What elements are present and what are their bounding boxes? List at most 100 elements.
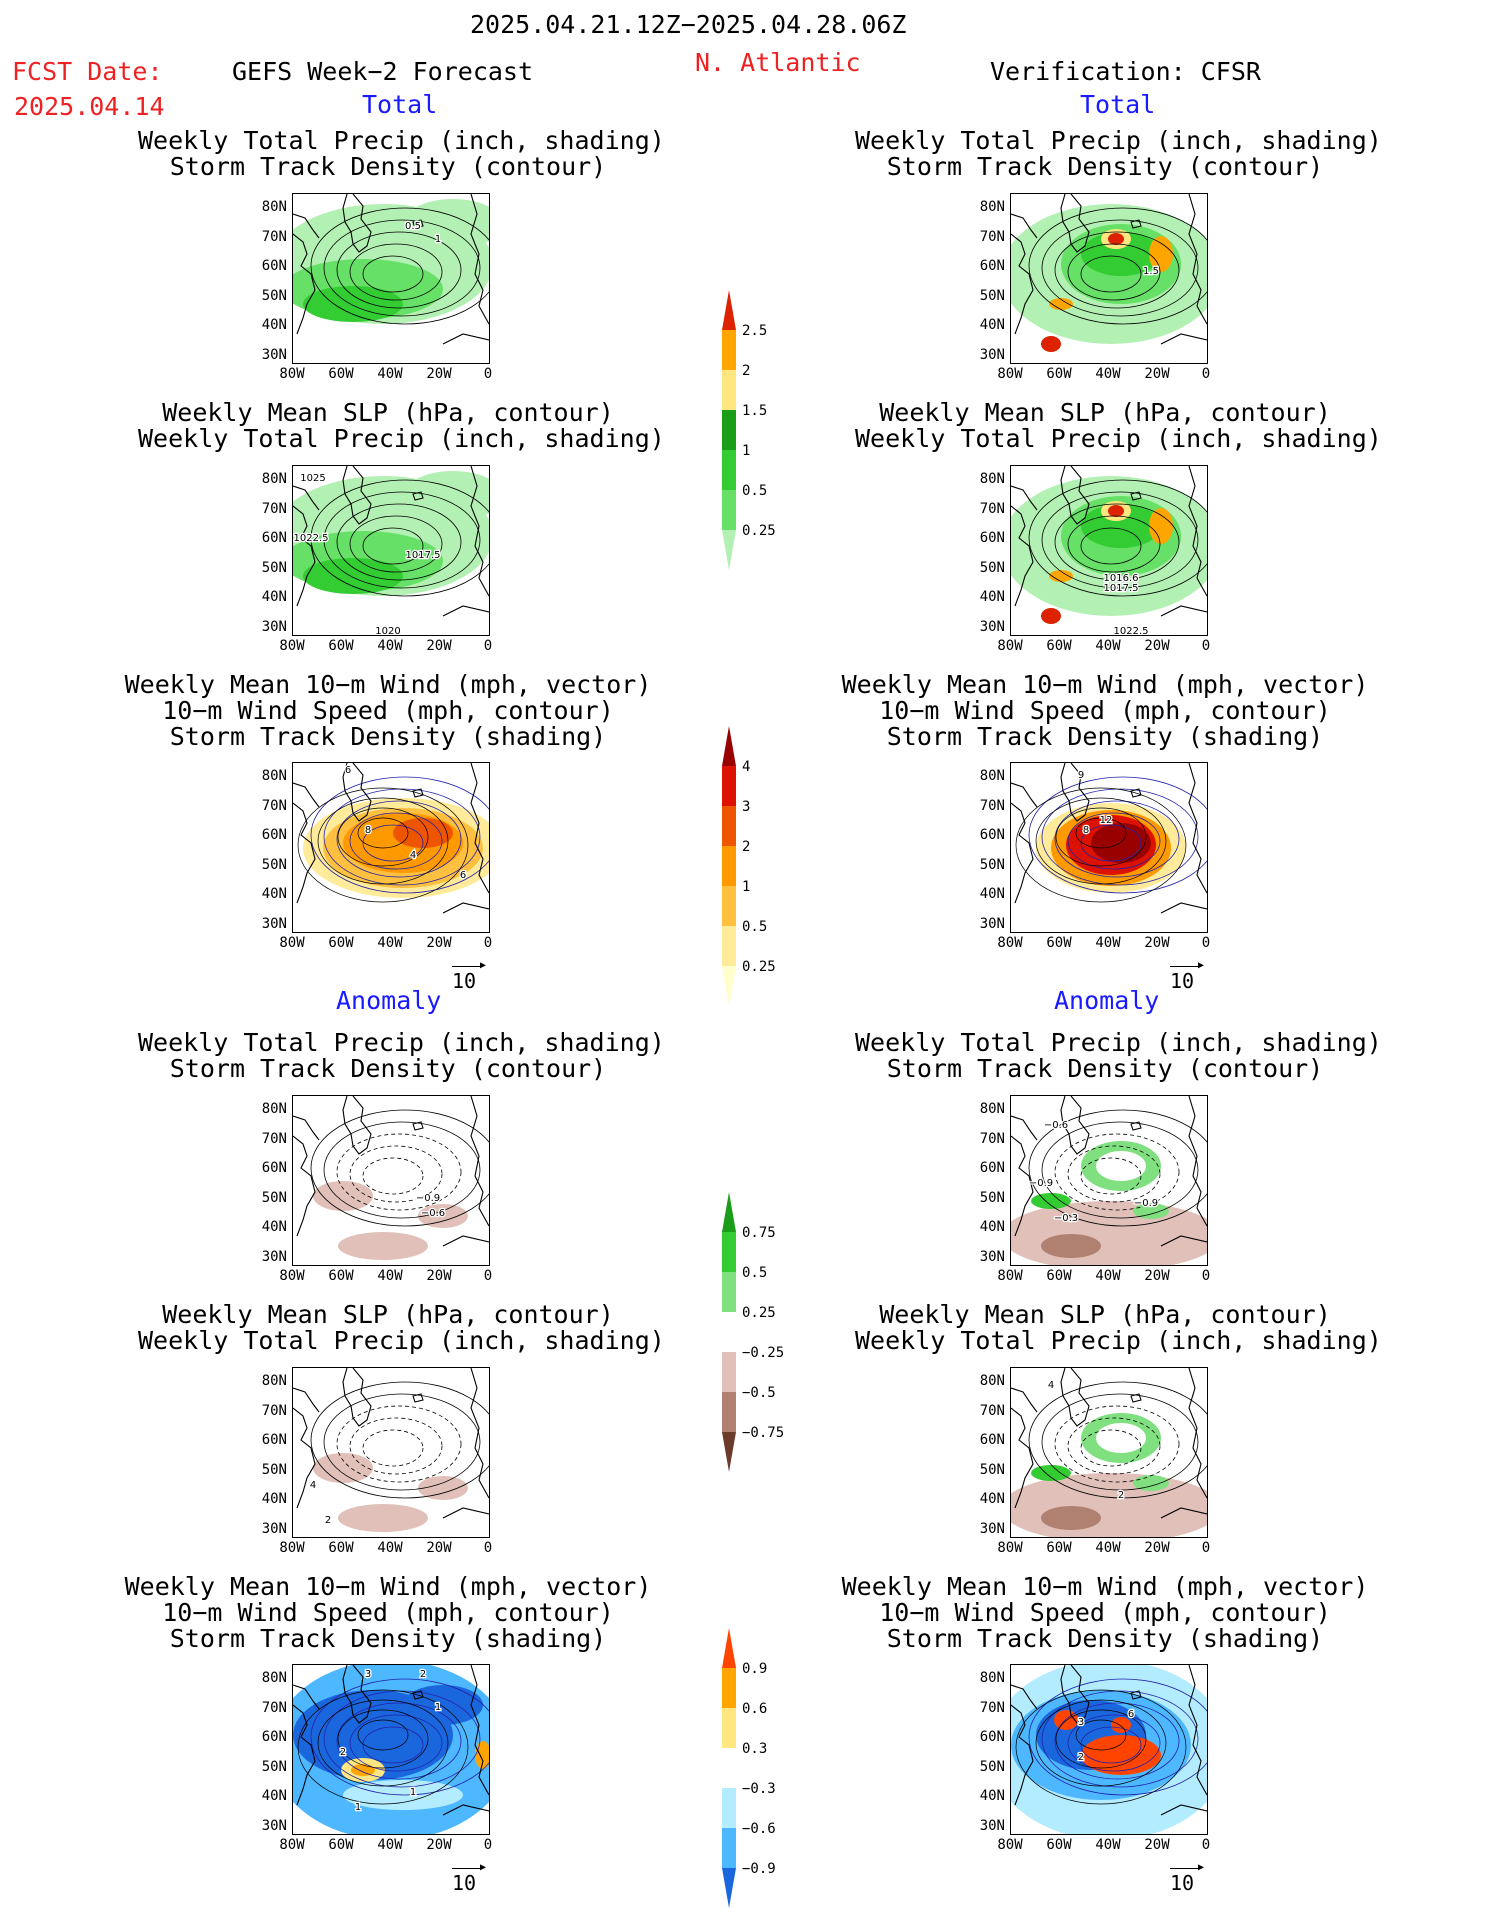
lat-tick-label: 60N: [261, 1160, 287, 1176]
lon-tick-label: 80W: [279, 1837, 305, 1853]
lat-tick-label: 30N: [261, 1248, 287, 1265]
colorbar-label: −0.9: [742, 1861, 776, 1877]
map-panel-obs-total-slp-precip: 1016.6 1017.5 1022.5: [1010, 465, 1208, 636]
contour-label: 3: [1078, 1717, 1084, 1728]
colorbar-label: 0.75: [742, 1225, 776, 1241]
contour-label: 1: [435, 1702, 441, 1713]
lat-tick-label: 70N: [261, 797, 287, 814]
contour-label: 2: [1078, 1752, 1084, 1763]
lat-tick-label: 40N: [261, 1788, 287, 1804]
lat-tick-label: 60N: [979, 1729, 1005, 1745]
lon-tick-label: 80W: [997, 638, 1023, 654]
vector-ref-p12: ▶ 10: [1170, 1862, 1204, 1895]
lat-tick-label: 80N: [261, 471, 287, 487]
colorbar-swatch: [722, 1708, 736, 1748]
lon-tick-label: 20W: [426, 1268, 452, 1284]
map-panel-obs-total-precip-track: 1.5: [1010, 193, 1208, 364]
lat-tick-label: 70N: [979, 228, 1005, 245]
lat-tick-label: 40N: [261, 1491, 287, 1507]
lon-tick-label: 40W: [377, 1540, 403, 1556]
lat-tick-label: 80N: [261, 1373, 287, 1389]
lon-tick-label: 60W: [328, 1837, 354, 1853]
lon-tick-label: 20W: [426, 935, 452, 951]
section-total-left: Total: [362, 90, 438, 119]
lat-tick-label: 30N: [979, 1520, 1005, 1537]
lat-tick-label: 70N: [979, 500, 1005, 517]
lon-tick-label: 60W: [328, 935, 354, 951]
map-panel-obs-anom-precip-track: −0.6 −0.9 −0.3 −0.9: [1010, 1095, 1208, 1266]
contour-label: 2: [325, 1515, 331, 1526]
section-anomaly-right: Anomaly: [1054, 986, 1160, 1015]
vector-ref-p11: ▶ 10: [452, 1862, 486, 1895]
vector-ref-p3: ▶ 10: [452, 960, 486, 993]
lon-tick-label: 60W: [328, 1540, 354, 1556]
title-p9: Weekly Mean SLP (hPa, contour) Weekly Tot…: [138, 1300, 665, 1355]
colorbar-label: 3: [742, 799, 750, 815]
lat-tick-label: 60N: [261, 1432, 287, 1448]
colorbar-swatch: [722, 1192, 736, 1232]
map-panel-fcst-anom-wind-track: 3 2 1 2 1 1: [292, 1664, 490, 1835]
map-panel-fcst-total-precip-track: 0.5 1: [292, 193, 490, 364]
lat-tick-label: 80N: [979, 1373, 1005, 1389]
lat-tick-label: 50N: [979, 559, 1005, 576]
lat-tick-label: 30N: [979, 915, 1005, 932]
verification-title: Verification: CFSR: [990, 57, 1261, 86]
title-p8: Weekly Total Precip (inch, shading) Storm…: [855, 1028, 1382, 1083]
lat-tick-label: 80N: [979, 768, 1005, 784]
lon-tick-label: 80W: [997, 935, 1023, 951]
colorbar-label: 0.3: [742, 1741, 767, 1757]
contour-label: −0.6: [421, 1208, 445, 1219]
fcst-date-value: 2025.04.14: [14, 92, 165, 121]
colorbar-label: −0.3: [742, 1781, 776, 1797]
lat-tick-label: 70N: [979, 1402, 1005, 1419]
contour-label: 1020: [375, 626, 400, 635]
contour-label: 6: [460, 870, 466, 881]
colorbar-label: 0.6: [742, 1701, 767, 1717]
lat-tick-label: 70N: [261, 1130, 287, 1147]
contour-label: −0.9: [1029, 1178, 1053, 1189]
colorbar-swatch: [722, 1392, 736, 1432]
title-p11: Weekly Mean 10−m Wind (mph, vector) 10−m …: [124, 1572, 652, 1653]
lat-tick-label: 50N: [979, 1461, 1005, 1478]
lon-tick-label: 60W: [1046, 1268, 1072, 1284]
colorbar-swatch: [722, 1232, 736, 1272]
contour-label: 8: [365, 825, 371, 836]
lon-tick-label: 0: [1201, 1837, 1211, 1853]
contour-label: 1022.5: [294, 533, 329, 544]
lon-tick-label: 20W: [1144, 1540, 1170, 1556]
contour-label: 6: [1128, 1709, 1134, 1720]
lat-tick-label: 30N: [979, 346, 1005, 363]
lat-tick-label: 50N: [979, 856, 1005, 873]
lat-tick-label: 60N: [261, 258, 287, 274]
lon-tick-label: 20W: [1144, 1268, 1170, 1284]
map-panel-obs-anom-wind-track: 6 3 2: [1010, 1664, 1208, 1835]
lat-tick-label: 40N: [979, 1788, 1005, 1804]
lon-tick-label: 20W: [1144, 366, 1170, 382]
colorbar-swatch: [722, 410, 736, 450]
lon-tick-label: 40W: [377, 638, 403, 654]
lat-tick-label: 60N: [979, 530, 1005, 546]
contour-label: 2: [1118, 1490, 1124, 1501]
colorbar-label: 1: [742, 443, 750, 459]
lat-tick-label: 40N: [979, 317, 1005, 333]
lon-tick-label: 80W: [279, 935, 305, 951]
lon-tick-label: 60W: [328, 366, 354, 382]
lat-tick-label: 80N: [261, 199, 287, 215]
lat-tick-label: 30N: [261, 1817, 287, 1834]
colorbar-label: −0.5: [742, 1385, 776, 1401]
contour-label: 1017.5: [406, 550, 441, 561]
lat-tick-label: 40N: [979, 886, 1005, 902]
lon-tick-label: 40W: [1095, 366, 1121, 382]
contour-label: −0.3: [1054, 1213, 1078, 1224]
contour-label: 4: [310, 1480, 316, 1491]
lat-tick-label: 60N: [979, 827, 1005, 843]
colorbar-swatch: [722, 926, 736, 966]
lon-tick-label: 60W: [1046, 638, 1072, 654]
colorbar-label: 0.25: [742, 1305, 776, 1321]
colorbar-swatch: [722, 766, 736, 806]
lon-tick-label: 20W: [426, 1837, 452, 1853]
colorbar-swatch: [722, 1788, 736, 1828]
colorbar-swatch: [722, 370, 736, 410]
lon-tick-label: 0: [483, 638, 493, 654]
